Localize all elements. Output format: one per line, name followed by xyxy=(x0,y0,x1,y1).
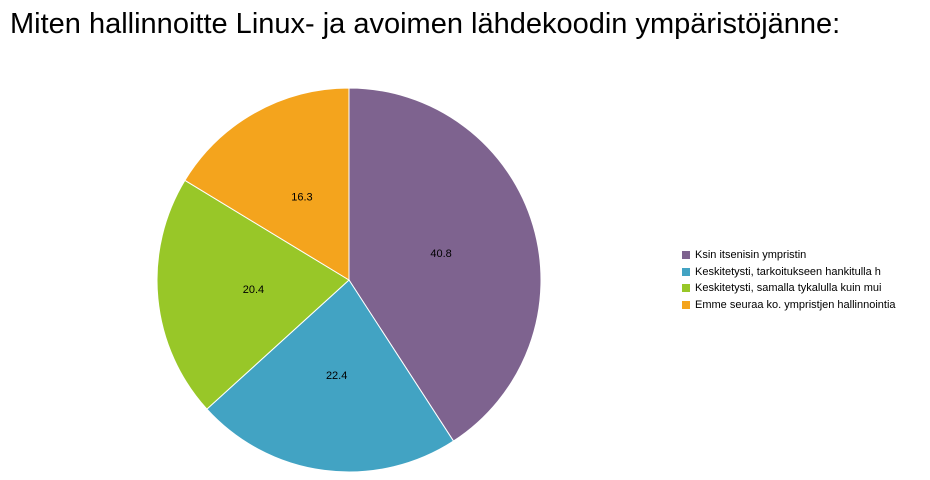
legend-swatch xyxy=(682,300,690,309)
slice-data-label: 16.3 xyxy=(291,191,312,203)
legend-swatch xyxy=(682,267,690,276)
legend-item: Emme seuraa ko. ympristjen hallinnointia xyxy=(682,297,896,314)
legend-label: Keskitetysti, tarkoitukseen hankitulla h xyxy=(695,265,881,278)
pie-slice xyxy=(348,87,542,442)
legend-label: Keskitetysti, samalla tykalulla kuin mui xyxy=(695,282,882,295)
legend-label: Emme seuraa ko. ympristjen hallinnointia xyxy=(695,298,896,311)
legend-item: Keskitetysti, samalla tykalulla kuin mui xyxy=(682,280,896,297)
pie-slice xyxy=(156,179,350,410)
pie-slice xyxy=(206,279,455,473)
legend-swatch xyxy=(682,284,690,293)
legend-swatch xyxy=(682,251,690,260)
slice-data-label: 20.4 xyxy=(243,284,264,296)
pie-slice xyxy=(184,87,350,281)
chart-title: Miten hallinnoitte Linux- ja avoimen läh… xyxy=(10,8,841,40)
legend: Ksin itsenisin ympristin Keskitetysti, ta… xyxy=(682,247,896,313)
legend-item: Ksin itsenisin ympristin xyxy=(682,247,896,264)
slice-data-label: 40.8 xyxy=(430,248,451,260)
legend-label: Ksin itsenisin ympristin xyxy=(695,249,807,262)
legend-item: Keskitetysti, tarkoitukseen hankitulla h xyxy=(682,264,896,281)
slice-data-label: 22.4 xyxy=(326,370,347,382)
